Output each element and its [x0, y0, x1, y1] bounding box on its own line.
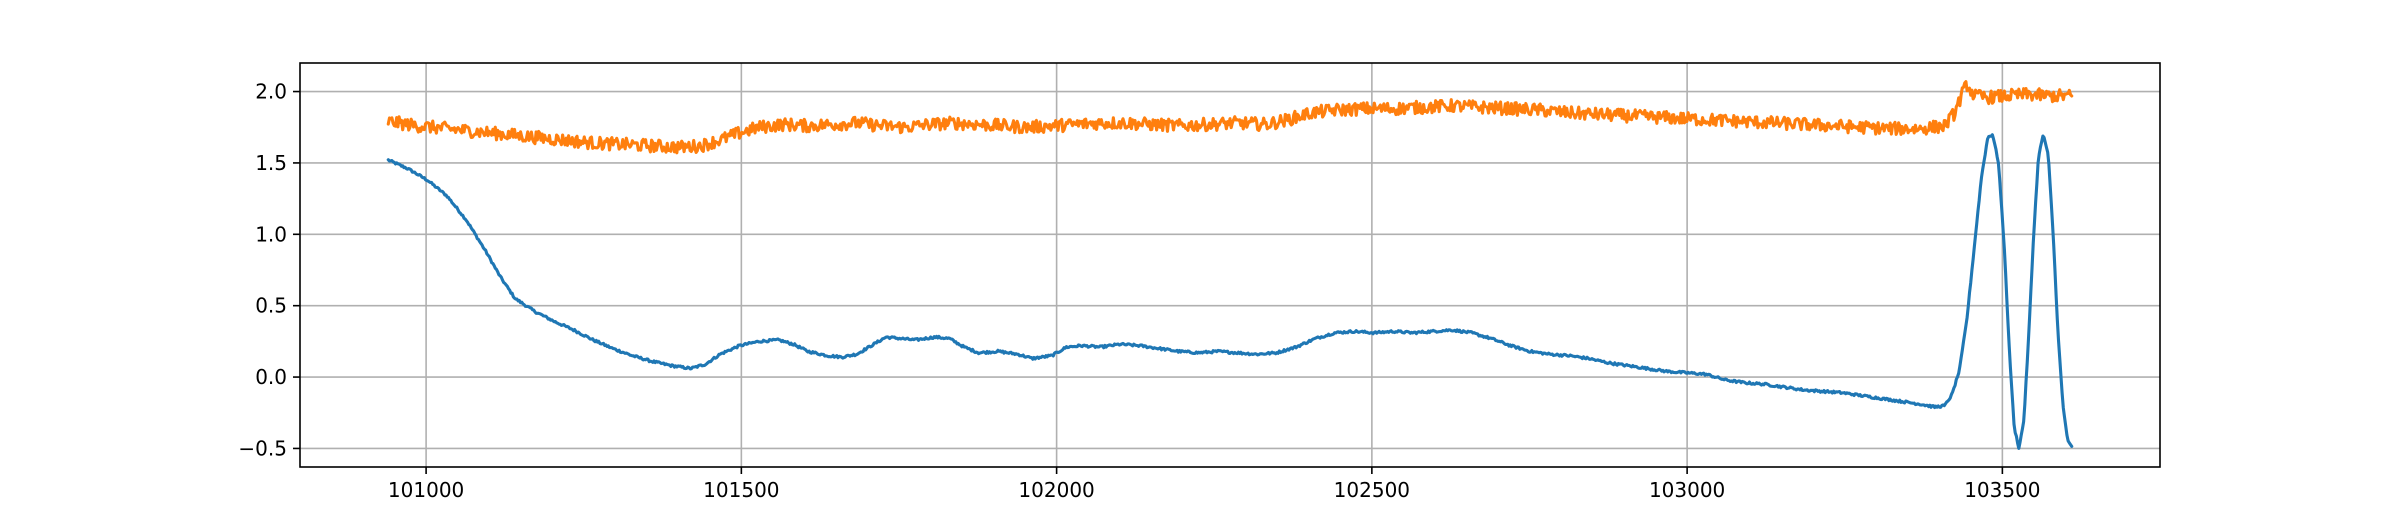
y-tick-label: 1.5: [255, 151, 287, 175]
x-tick-label: 103000: [1649, 478, 1725, 502]
x-tick-label: 102500: [1334, 478, 1410, 502]
series-1-line: [386, 133, 2074, 450]
x-tick-label: 103500: [1964, 478, 2040, 502]
x-tick-label: 101500: [703, 478, 779, 502]
x-tick-label: 102000: [1018, 478, 1094, 502]
y-tick-label: 0.0: [255, 365, 287, 389]
series-2-line: [386, 80, 2074, 155]
plot-frame: [299, 62, 2161, 468]
x-tick-label: 101000: [388, 478, 464, 502]
y-tick-label: −0.5: [238, 436, 287, 460]
y-tick-label: 1.0: [255, 222, 287, 246]
grid: [300, 63, 2160, 467]
y-tick-label: 0.5: [255, 294, 287, 318]
axis-ticks: 101000 101500 102000 102500 103000 103500 2.0 1…: [238, 80, 2040, 502]
y-tick-label: 2.0: [255, 80, 287, 104]
series-layer: [386, 80, 2074, 450]
